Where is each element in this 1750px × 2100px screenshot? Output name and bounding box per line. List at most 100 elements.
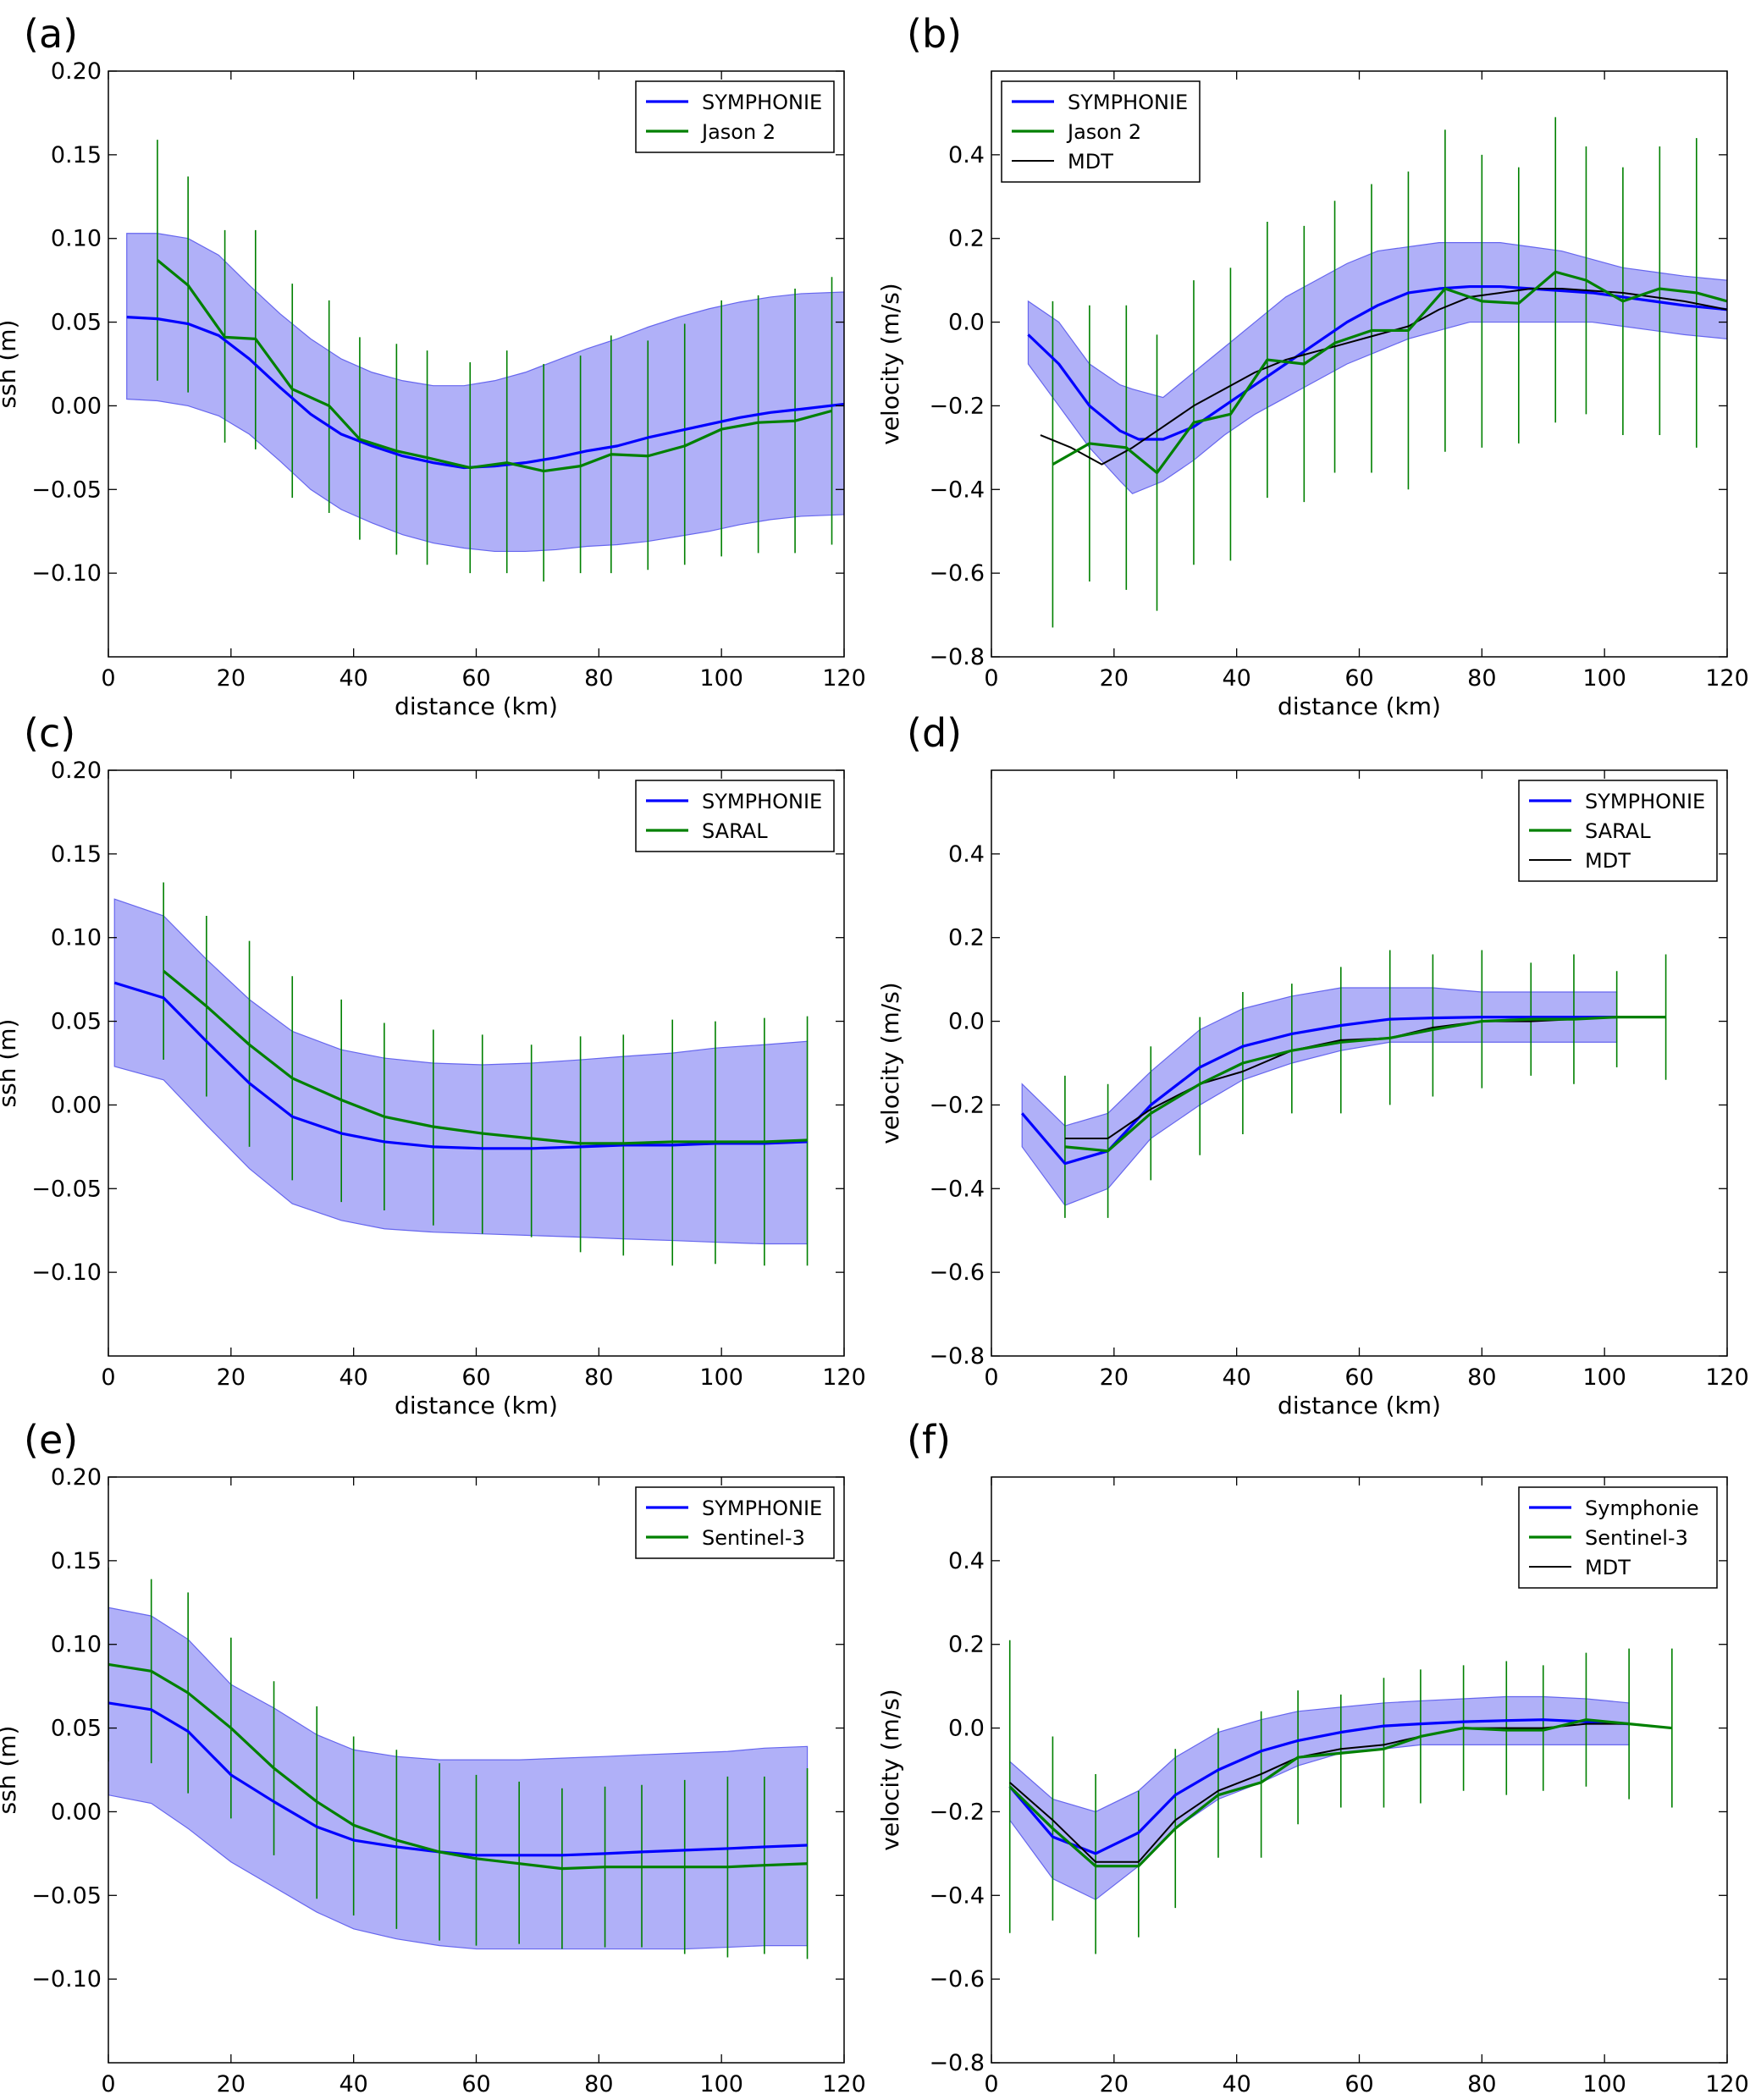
y-axis-label: velocity (m/s): [876, 1689, 904, 1850]
series-line-mdt: [1064, 1016, 1617, 1139]
x-tick-label: 60: [461, 2071, 490, 2097]
y-tick-label: 0.00: [51, 393, 102, 419]
x-tick-label: 80: [584, 665, 613, 692]
x-tick-label: 40: [1222, 2071, 1250, 2097]
x-tick-label: 0: [101, 1364, 115, 1391]
y-tick-label: 0.05: [51, 1009, 102, 1035]
x-tick-label: 120: [822, 2071, 866, 2097]
legend: SYMPHONIE Jason 2: [635, 80, 835, 153]
panel-b: (b) 0 20 40 60 80 100 120 −0.8 −0.6 −0.4 −0.2 0.0 0.2…: [876, 11, 1749, 720]
x-axis-label: distance (km): [395, 692, 558, 720]
y-axis-label: ssh (m): [0, 320, 21, 409]
x-axis-label: distance (km): [395, 2098, 558, 2100]
series-line-model: [113, 981, 808, 1150]
x-tick-label: 60: [1344, 1364, 1373, 1391]
x-axis-label: distance (km): [1278, 1392, 1441, 1419]
x-tick-label: 120: [1705, 2071, 1749, 2097]
plot-area: [126, 140, 844, 582]
x-tick-label: 60: [461, 1364, 490, 1391]
x-tick-label: 100: [699, 1364, 743, 1391]
y-tick-label: −0.2: [929, 1092, 985, 1118]
panel-a: (a) 0 20 40 60 80 100 120 −0.10 −0.05 0.00 0.05 0.10…: [0, 11, 866, 720]
series-line-model: [108, 1701, 808, 1857]
x-axis-label: distance (km): [1278, 2098, 1441, 2100]
y-tick-label: 0.20: [51, 58, 102, 85]
y-axis-label: velocity (m/s): [876, 982, 904, 1144]
y-tick-label: 0.2: [948, 1632, 985, 1658]
legend-box: [635, 80, 835, 153]
x-tick-label: 40: [1222, 1364, 1250, 1391]
y-tick-label: −0.6: [929, 1259, 985, 1286]
y-tick-label: 0.2: [948, 226, 985, 252]
panel-label: (f): [907, 1417, 951, 1463]
x-tick-label: 20: [217, 665, 246, 692]
y-axis-label: velocity (m/s): [876, 283, 904, 444]
series-line-model: [1027, 284, 1727, 441]
y-tick-label: 0.10: [51, 226, 102, 252]
x-tick-label: 120: [1705, 1364, 1749, 1391]
y-tick-label: 0.0: [948, 310, 985, 336]
x-tick-label: 80: [1467, 665, 1496, 692]
y-tick-label: 0.15: [51, 841, 102, 868]
panel-d: (d) 0 20 40 60 80 100 120 −0.8 −0.6 −0.4 −0.2 0.0 0.2…: [876, 710, 1749, 1419]
y-tick-label: −0.05: [31, 477, 102, 503]
legend-entry: SYMPHONIE: [702, 790, 822, 813]
x-tick-label: 20: [1100, 2071, 1129, 2097]
y-tick-label: −0.10: [31, 1259, 102, 1286]
y-axis-label: ssh (m): [0, 1726, 21, 1815]
y-tick-label: 0.0: [948, 1009, 985, 1035]
x-tick-label: 80: [584, 1364, 613, 1391]
series-line-mdt: [1009, 1722, 1630, 1863]
legend: SYMPHONIE SARAL: [635, 780, 835, 852]
plot-area: [1020, 950, 1667, 1218]
legend-entry: Jason 2: [1066, 120, 1141, 144]
y-tick-label: 0.10: [51, 1632, 102, 1658]
y-tick-label: 0.2: [948, 925, 985, 951]
series-line-observed: [1064, 1016, 1666, 1153]
x-tick-label: 0: [984, 1364, 998, 1391]
y-tick-label: 0.4: [948, 1548, 985, 1574]
x-tick-label: 60: [1344, 665, 1373, 692]
series-line-observed: [156, 259, 832, 473]
y-axis-label: ssh (m): [0, 1019, 21, 1108]
y-tick-label: 0.05: [51, 310, 102, 336]
x-tick-label: 100: [1582, 1364, 1626, 1391]
x-tick-label: 0: [101, 2071, 115, 2097]
x-tick-label: 80: [1467, 1364, 1496, 1391]
panel-label: (e): [24, 1417, 78, 1463]
y-tick-label: −0.2: [929, 1799, 985, 1825]
series-line-observed: [1052, 270, 1727, 475]
plot-area: [1008, 1640, 1673, 1954]
plot-area: [1027, 117, 1727, 628]
panel-c: (c) 0 20 40 60 80 100 120 −0.10 −0.05 0.00 0.05 0.10…: [0, 710, 866, 1419]
y-tick-label: 0.20: [51, 1464, 102, 1491]
x-tick-label: 60: [461, 665, 490, 692]
series-line-observed: [1008, 1718, 1672, 1868]
y-tick-label: 0.20: [51, 758, 102, 784]
x-tick-label: 120: [1705, 665, 1749, 692]
y-tick-label: −0.10: [31, 560, 102, 587]
legend-entry: MDT: [1585, 1556, 1631, 1579]
legend: SYMPHONIE Sentinel-3: [635, 1486, 835, 1559]
y-tick-label: −0.05: [31, 1176, 102, 1202]
y-tick-label: −0.2: [929, 393, 985, 419]
y-tick-label: 0.10: [51, 925, 102, 951]
x-tick-label: 100: [1582, 665, 1626, 692]
y-tick-label: −0.8: [929, 2050, 985, 2076]
y-tick-label: 0.15: [51, 142, 102, 168]
y-tick-label: −0.10: [31, 1966, 102, 1993]
legend-entry: Symphonie: [1585, 1496, 1699, 1520]
spread-band: [126, 233, 844, 553]
x-tick-label: 120: [822, 1364, 866, 1391]
panel-e: (e) 0 20 40 60 80 100 120 −0.10 −0.05 0.00 0.05 0.10…: [0, 1417, 866, 2100]
legend-box: [635, 780, 835, 852]
x-tick-label: 20: [217, 1364, 246, 1391]
spread-band: [1027, 242, 1727, 494]
y-tick-label: 0.00: [51, 1799, 102, 1825]
y-tick-label: 0.00: [51, 1092, 102, 1118]
x-tick-label: 100: [1582, 2071, 1626, 2097]
x-axis-label: distance (km): [395, 1392, 558, 1419]
legend-entry: SYMPHONIE: [702, 91, 822, 114]
x-axis-label: distance (km): [1278, 692, 1441, 720]
